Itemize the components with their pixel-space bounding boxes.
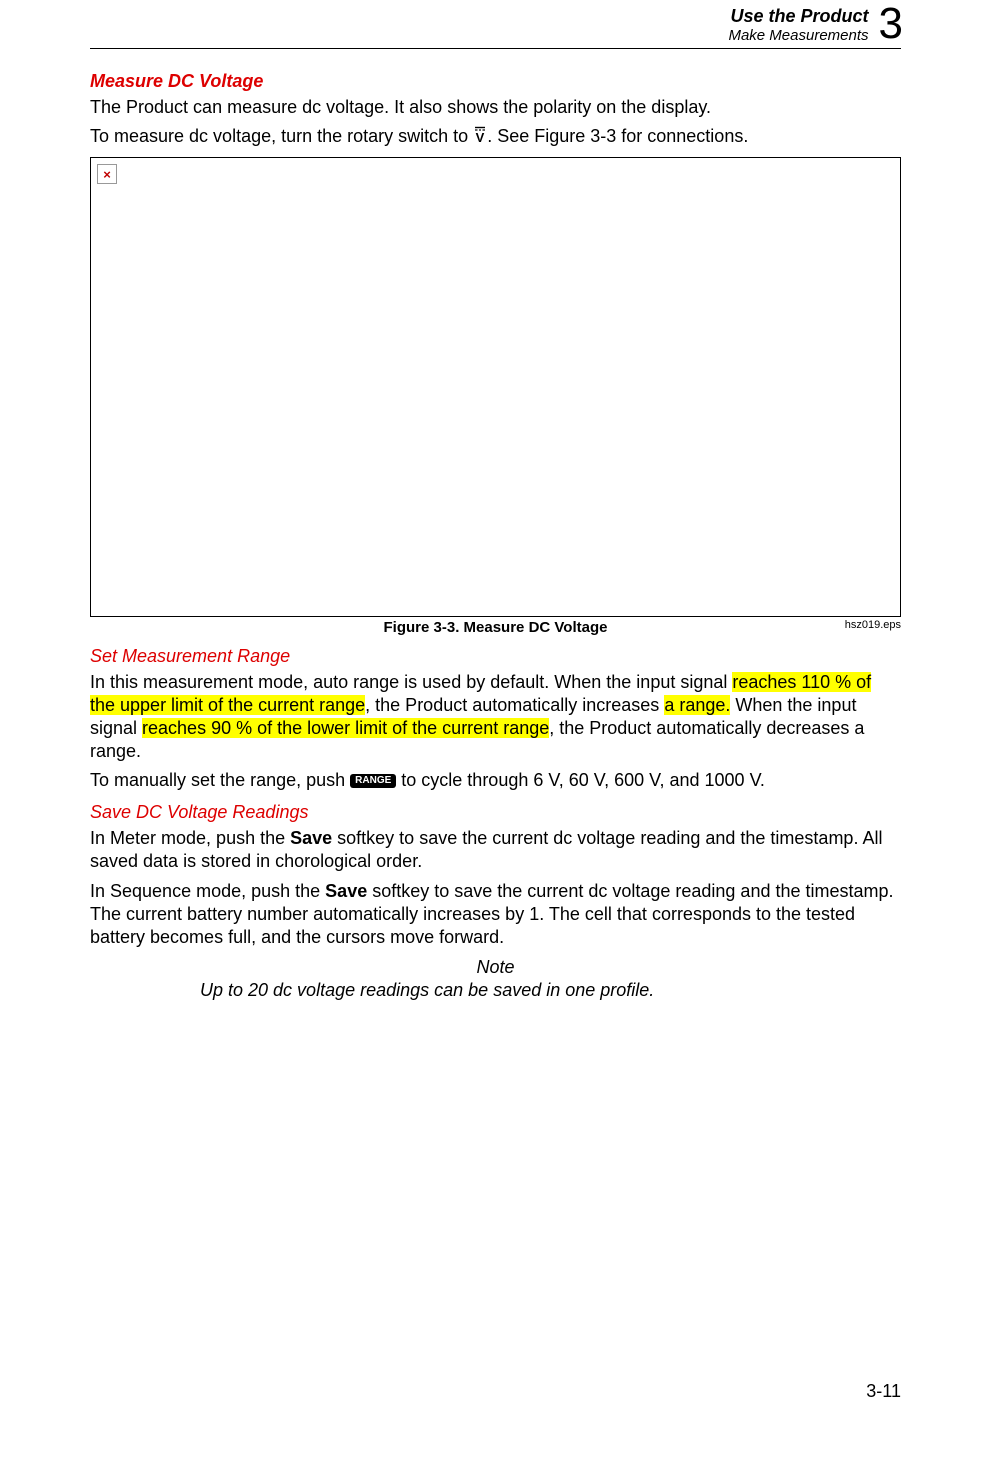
note-label: Note bbox=[90, 957, 901, 978]
range-p1-pre: In this measurement mode, auto range is … bbox=[90, 672, 732, 692]
range-p2-pre: To manually set the range, push bbox=[90, 770, 350, 790]
save-p2-bold: Save bbox=[325, 881, 367, 901]
chapter-number: 3 bbox=[879, 2, 903, 46]
header-text: Use the Product Make Measurements bbox=[728, 4, 868, 44]
figure-placeholder-box bbox=[90, 157, 901, 617]
figure-eps-filename: hsz019.eps bbox=[845, 619, 901, 631]
save-paragraph-2: In Sequence mode, push the Save softkey … bbox=[90, 880, 901, 949]
range-paragraph-1: In this measurement mode, auto range is … bbox=[90, 671, 901, 763]
save-p1-pre: In Meter mode, push the bbox=[90, 828, 290, 848]
intro-p2-post: . See Figure 3-3 for connections. bbox=[487, 126, 748, 146]
svg-text:V: V bbox=[476, 130, 485, 143]
save-paragraph-1: In Meter mode, push the Save softkey to … bbox=[90, 827, 901, 873]
range-paragraph-2: To manually set the range, push RANGE to… bbox=[90, 769, 901, 792]
subheading-save-dc-voltage-readings: Save DC Voltage Readings bbox=[90, 802, 901, 823]
range-p1-highlight-2: a range. bbox=[664, 695, 730, 715]
save-p1-bold: Save bbox=[290, 828, 332, 848]
dc-voltage-symbol-icon: V bbox=[473, 125, 487, 149]
range-p2-post: to cycle through 6 V, 60 V, 600 V, and 1… bbox=[396, 770, 765, 790]
page-container: Use the Product Make Measurements 3 Meas… bbox=[0, 0, 991, 1001]
header-rule bbox=[90, 48, 901, 49]
range-p1-highlight-3: reaches 90 % of the lower limit of the c… bbox=[142, 718, 549, 738]
header-title-line2: Make Measurements bbox=[728, 27, 868, 44]
range-button-icon: RANGE bbox=[350, 774, 396, 788]
save-p2-pre: In Sequence mode, push the bbox=[90, 881, 325, 901]
range-p1-mid1: , the Product automatically increases bbox=[365, 695, 664, 715]
intro-paragraph-1: The Product can measure dc voltage. It a… bbox=[90, 96, 901, 119]
section-heading-measure-dc-voltage: Measure DC Voltage bbox=[90, 71, 901, 92]
subheading-set-measurement-range: Set Measurement Range bbox=[90, 646, 901, 667]
header-title-line1: Use the Product bbox=[730, 6, 868, 27]
intro-p2-pre: To measure dc voltage, turn the rotary s… bbox=[90, 126, 473, 146]
page-header: Use the Product Make Measurements 3 bbox=[90, 0, 901, 46]
intro-paragraph-2: To measure dc voltage, turn the rotary s… bbox=[90, 125, 901, 149]
page-number: 3-11 bbox=[866, 1381, 901, 1402]
figure-caption: Figure 3-3. Measure DC Voltage bbox=[90, 619, 901, 636]
note-body: Up to 20 dc voltage readings can be save… bbox=[200, 980, 901, 1001]
broken-image-icon bbox=[97, 164, 117, 184]
